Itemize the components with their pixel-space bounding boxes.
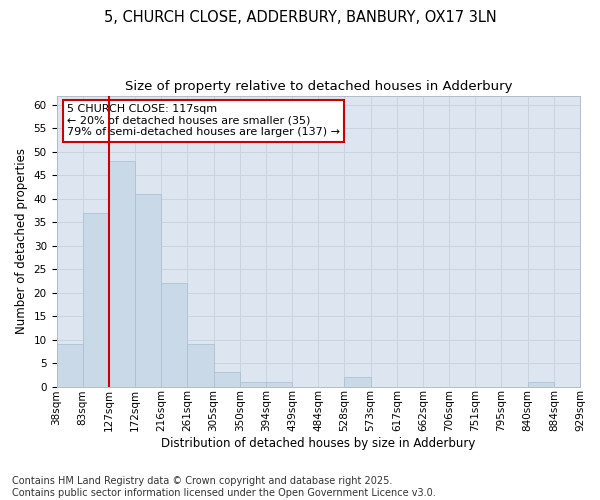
Bar [83, 213, 109, 386]
Bar [161, 284, 187, 387]
Text: Contains HM Land Registry data © Crown copyright and database right 2025.
Contai: Contains HM Land Registry data © Crown c… [12, 476, 436, 498]
Title: Size of property relative to detached houses in Adderbury: Size of property relative to detached ho… [125, 80, 512, 93]
Bar [344, 377, 371, 386]
Bar [187, 344, 214, 387]
Y-axis label: Number of detached properties: Number of detached properties [15, 148, 28, 334]
Bar [109, 162, 135, 386]
Bar [56, 344, 83, 387]
Bar [214, 372, 240, 386]
Text: 5, CHURCH CLOSE, ADDERBURY, BANBURY, OX17 3LN: 5, CHURCH CLOSE, ADDERBURY, BANBURY, OX1… [104, 10, 496, 25]
Bar [527, 382, 554, 386]
Text: 5 CHURCH CLOSE: 117sqm
← 20% of detached houses are smaller (35)
79% of semi-det: 5 CHURCH CLOSE: 117sqm ← 20% of detached… [67, 104, 340, 138]
Bar [266, 382, 292, 386]
X-axis label: Distribution of detached houses by size in Adderbury: Distribution of detached houses by size … [161, 437, 475, 450]
Bar [240, 382, 266, 386]
Bar [135, 194, 161, 386]
